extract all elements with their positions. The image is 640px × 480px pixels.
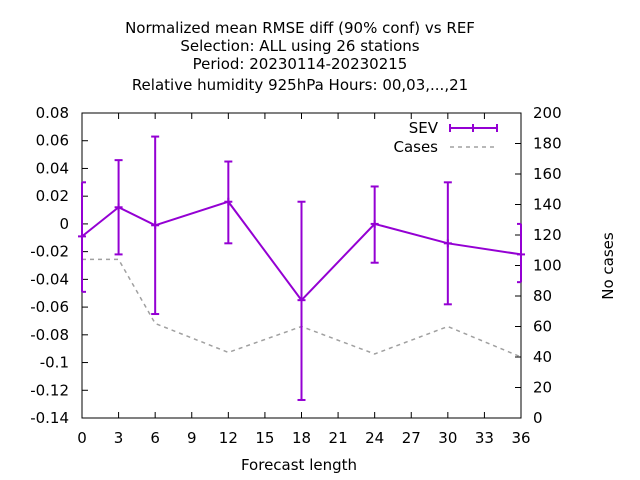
x-tick-label: 15	[255, 429, 274, 447]
x-tick-label: 3	[114, 429, 124, 447]
series-line-cases	[82, 258, 522, 358]
legend-label-cases: Cases	[393, 138, 438, 156]
x-tick-label: 33	[475, 429, 494, 447]
series-layer	[78, 135, 525, 401]
x-axis-label: Forecast length	[241, 456, 357, 474]
y2-tick-label: 100	[533, 257, 562, 275]
y2-tick-label: 140	[533, 196, 562, 214]
y-tick-label: -0.1	[40, 354, 69, 372]
x-tick-label: 9	[187, 429, 197, 447]
x-tick-label: 18	[292, 429, 311, 447]
x-tick-label: 21	[329, 429, 348, 447]
y2-tick-label: 160	[533, 165, 562, 183]
legend: SEV Cases	[393, 119, 498, 156]
y-tick-label: -0.06	[30, 298, 69, 316]
series-line-sev	[81, 200, 522, 302]
y2-tick-label: 40	[533, 348, 552, 366]
y2-tick-label: 60	[533, 318, 552, 336]
x-tick-label: 12	[219, 429, 238, 447]
y-tick-label: 0.06	[36, 132, 69, 150]
axis-ticks: 0 3 6 9 12 15 18 21 24 27 30 33 360.080.060.040.020-…	[30, 104, 561, 447]
title-line-1: Normalized mean RMSE diff (90% conf) vs …	[125, 19, 475, 37]
y-tick-label: -0.12	[30, 381, 69, 399]
y2-tick-label: 20	[533, 379, 552, 397]
y-tick-label: -0.04	[30, 270, 69, 288]
y-tick-label: -0.14	[30, 409, 69, 427]
y-tick-label: 0.02	[36, 187, 69, 205]
x-tick-label: 6	[150, 429, 160, 447]
y2-tick-label: 180	[533, 135, 562, 153]
y-tick-label: 0.08	[36, 104, 69, 122]
title-line-4: Relative humidity 925hPa Hours: 00,03,..…	[132, 76, 468, 94]
y-tick-label: 0	[59, 215, 69, 233]
x-tick-label: 36	[511, 429, 530, 447]
x-tick-label: 24	[365, 429, 384, 447]
title-line-3: Period: 20230114-20230215	[193, 55, 408, 73]
y2-tick-label: 80	[533, 287, 552, 305]
y2-tick-label: 200	[533, 104, 562, 122]
y-tick-label: -0.02	[30, 243, 69, 261]
y-tick-label: -0.08	[30, 326, 69, 344]
x-tick-label: 0	[77, 429, 87, 447]
title-line-2: Selection: ALL using 26 stations	[180, 37, 419, 55]
legend-label-sev: SEV	[409, 119, 439, 137]
chart-title: Normalized mean RMSE diff (90% conf) vs …	[125, 19, 475, 94]
x-tick-label: 30	[438, 429, 457, 447]
y-tick-label: 0.04	[36, 159, 69, 177]
y2-tick-label: 120	[533, 226, 562, 244]
x-tick-label: 27	[402, 429, 421, 447]
y2-axis-label: No cases	[599, 232, 617, 300]
y2-tick-label: 0	[533, 409, 543, 427]
